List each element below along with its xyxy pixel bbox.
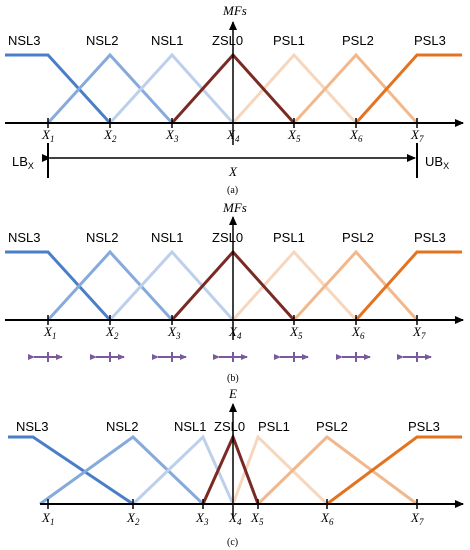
mf-label-psl1-b: PSL1 <box>273 230 305 245</box>
ticks-b <box>47 315 418 325</box>
mf-label-psl1-a: PSL1 <box>273 33 305 48</box>
mf-nsl3-c <box>8 435 134 506</box>
mf-nsl1-b <box>108 249 235 322</box>
mf-psl3-b <box>354 250 462 322</box>
tick-label-x2-b: X2 <box>105 324 119 341</box>
mf-label-nsl3-c: NSL3 <box>16 419 49 434</box>
mf-label-zsl0-b: ZSL0 <box>212 230 243 245</box>
mfs-axis-label-a: MFs <box>222 3 247 18</box>
shift-arrow-icon <box>397 352 432 362</box>
mf-label-psl1-c: PSL1 <box>258 419 290 434</box>
mf-nsl1-a <box>108 52 235 125</box>
mf-nsl2-b <box>46 249 174 322</box>
lb-label: LBX <box>12 154 34 171</box>
shift-arrow-icon <box>336 352 371 362</box>
e-axis-label-c: E <box>228 386 237 401</box>
panel-a-mf-lines <box>5 52 462 125</box>
tick-label-x5-b: X5 <box>289 324 303 341</box>
tick-label-x4-a: X4 <box>226 127 240 144</box>
shift-arrow-icon <box>274 352 309 362</box>
shift-arrow-icon <box>28 352 63 362</box>
mf-label-zsl0-a: ZSL0 <box>212 33 243 48</box>
shift-arrow-icon <box>152 352 187 362</box>
shift-arrows-b <box>28 352 432 362</box>
tick-label-x3-b: X3 <box>167 324 181 341</box>
mf-nsl2-c <box>39 435 205 506</box>
mf-nsl1-c <box>131 434 235 506</box>
tick-label-x5-a: X5 <box>287 127 301 144</box>
mf-label-zsl0-c: ZSL0 <box>214 419 245 434</box>
mf-psl1-b <box>231 249 358 322</box>
mf-psl1-c <box>231 434 329 506</box>
mf-label-psl3-c: PSL3 <box>408 419 440 434</box>
tick-label-x4-b: X4 <box>228 324 242 341</box>
mf-label-nsl2-a: NSL2 <box>86 33 119 48</box>
mf-label-nsl1-a: NSL1 <box>151 33 184 48</box>
ticks-c <box>47 499 418 509</box>
ticks-a <box>47 118 418 128</box>
mf-psl1-a <box>231 52 358 125</box>
tick-label-x4-c: X4 <box>228 510 242 527</box>
tick-label-x6-b: X6 <box>351 324 365 341</box>
caption-a: (a) <box>227 185 238 196</box>
panel-b: MFs NSL3 NSL2 NSL1 ZSL0 PSL1 PSL2 PSL3 X… <box>5 200 464 384</box>
mf-label-psl2-b: PSL2 <box>342 230 374 245</box>
tick-label-x3-a: X3 <box>165 127 179 144</box>
tick-label-x7-b: X7 <box>412 324 426 341</box>
tick-label-x1-b: X1 <box>43 324 56 341</box>
panel-c-mf-lines <box>8 433 462 506</box>
tick-label-x6-c: X6 <box>320 510 334 527</box>
ub-label: UBX <box>425 154 449 171</box>
tick-label-x7-a: X7 <box>410 127 424 144</box>
mf-label-psl3-b: PSL3 <box>414 230 446 245</box>
mf-label-nsl1-c: NSL1 <box>174 419 207 434</box>
mf-label-nsl2-c: NSL2 <box>106 419 139 434</box>
panel-c: E NSL3 NSL2 NSL1 ZSL0 PSL1 PSL2 PSL3 X1 … <box>8 386 464 548</box>
mf-psl3-c <box>326 435 462 506</box>
tick-label-x6-a: X6 <box>349 127 363 144</box>
mf-psl3-a <box>354 53 462 125</box>
mf-label-psl3-a: PSL3 <box>414 33 446 48</box>
mf-nsl3-a <box>5 53 112 125</box>
tick-label-x1-a: X1 <box>41 127 54 144</box>
tick-label-x5-c: X5 <box>250 510 264 527</box>
mf-label-psl2-c: PSL2 <box>316 419 348 434</box>
mf-label-nsl3-a: NSL3 <box>8 33 41 48</box>
tick-label-x2-a: X2 <box>103 127 117 144</box>
mf-label-psl2-a: PSL2 <box>342 33 374 48</box>
tick-label-x1-c: X1 <box>41 510 54 527</box>
mf-label-nsl3-b: NSL3 <box>8 230 41 245</box>
mf-psl2-a <box>292 52 419 125</box>
panel-a: MFs NSL3 NSL2 NSL1 ZSL0 PSL1 PSL2 PSL3 X… <box>5 3 464 196</box>
tick-label-x7-c: X7 <box>410 510 424 527</box>
range-label: X <box>228 164 238 179</box>
mf-nsl2-a <box>46 52 174 125</box>
mf-label-nsl2-b: NSL2 <box>86 230 119 245</box>
caption-c: (c) <box>227 537 238 548</box>
shift-arrow-icon <box>213 352 248 362</box>
mfs-axis-label-b: MFs <box>222 200 247 215</box>
tick-label-x3-c: X3 <box>195 510 209 527</box>
shift-arrow-icon <box>90 352 125 362</box>
mf-psl2-b <box>292 249 419 322</box>
mf-zsl0-c <box>201 433 260 505</box>
mf-nsl3-b <box>5 250 112 322</box>
mf-psl2-c <box>256 435 418 506</box>
caption-b: (b) <box>227 373 239 384</box>
tick-label-x2-c: X2 <box>126 510 140 527</box>
mf-label-nsl1-b: NSL1 <box>151 230 184 245</box>
